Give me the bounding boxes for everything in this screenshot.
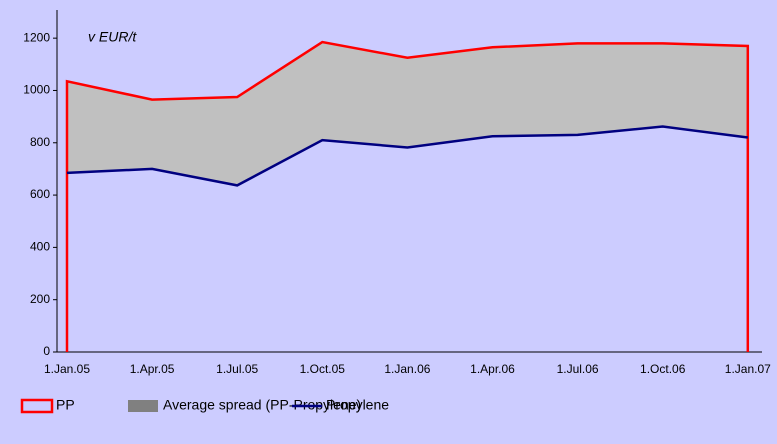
x-tick-label: 1.Apr.06 (470, 362, 515, 376)
propylene-line (66, 125, 748, 187)
y-tick-label: 1200 (23, 30, 50, 44)
x-tick-label: 1.Jul.05 (216, 362, 258, 376)
x-tick-label: 1.Jan.07 (725, 362, 771, 376)
plot-area (67, 42, 748, 186)
y-tick-label: 400 (30, 240, 50, 254)
x-tick-label: 1.Jan.05 (44, 362, 90, 376)
x-tick-label: 1.Oct.05 (300, 362, 346, 376)
x-tick-label: 1.Jan.06 (384, 362, 430, 376)
x-tick-label: 1.Jul.06 (557, 362, 599, 376)
unit-annotation: v EUR/t (88, 29, 137, 45)
y-tick-label: 200 (30, 292, 50, 306)
spread-area (67, 42, 748, 186)
y-tick-label: 0 (43, 344, 50, 358)
legend-swatch (128, 400, 158, 412)
y-tick-label: 800 (30, 135, 50, 149)
y-tick-label: 600 (30, 187, 50, 201)
legend-label: PP (56, 397, 75, 413)
legend-label: Propylene (326, 397, 389, 413)
y-tick-label: 1000 (23, 83, 50, 97)
x-tick-label: 1.Oct.06 (640, 362, 686, 376)
pp-area-outline (65, 40, 750, 352)
legend-swatch (20, 398, 54, 414)
x-tick-label: 1.Apr.05 (130, 362, 175, 376)
legend-label: Average spread (PP-Propylene) (163, 397, 361, 413)
